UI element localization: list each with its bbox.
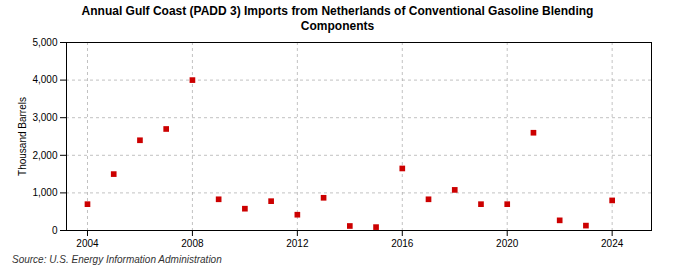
svg-text:2020: 2020 bbox=[496, 238, 519, 249]
svg-text:2,000: 2,000 bbox=[32, 150, 57, 161]
svg-text:2004: 2004 bbox=[76, 238, 99, 249]
svg-text:4,000: 4,000 bbox=[32, 74, 57, 85]
svg-text:2012: 2012 bbox=[286, 238, 309, 249]
svg-text:0: 0 bbox=[52, 225, 58, 236]
svg-text:5,000: 5,000 bbox=[32, 37, 57, 48]
svg-text:3,000: 3,000 bbox=[32, 112, 57, 123]
svg-text:2024: 2024 bbox=[601, 238, 624, 249]
svg-text:1,000: 1,000 bbox=[32, 187, 57, 198]
svg-text:2016: 2016 bbox=[391, 238, 414, 249]
html-text:Annual Gulf Coast (PADD 3) Imp: Annual Gulf Coast (PADD 3) Imports from … bbox=[81, 4, 594, 33]
svg-text:2008: 2008 bbox=[181, 238, 204, 249]
svg-text:Thousand Barrels: Thousand Barrels bbox=[17, 97, 28, 176]
html-text:Source: U.S. Energy Informatio: Source: U.S. Energy Information Administ… bbox=[12, 254, 222, 265]
